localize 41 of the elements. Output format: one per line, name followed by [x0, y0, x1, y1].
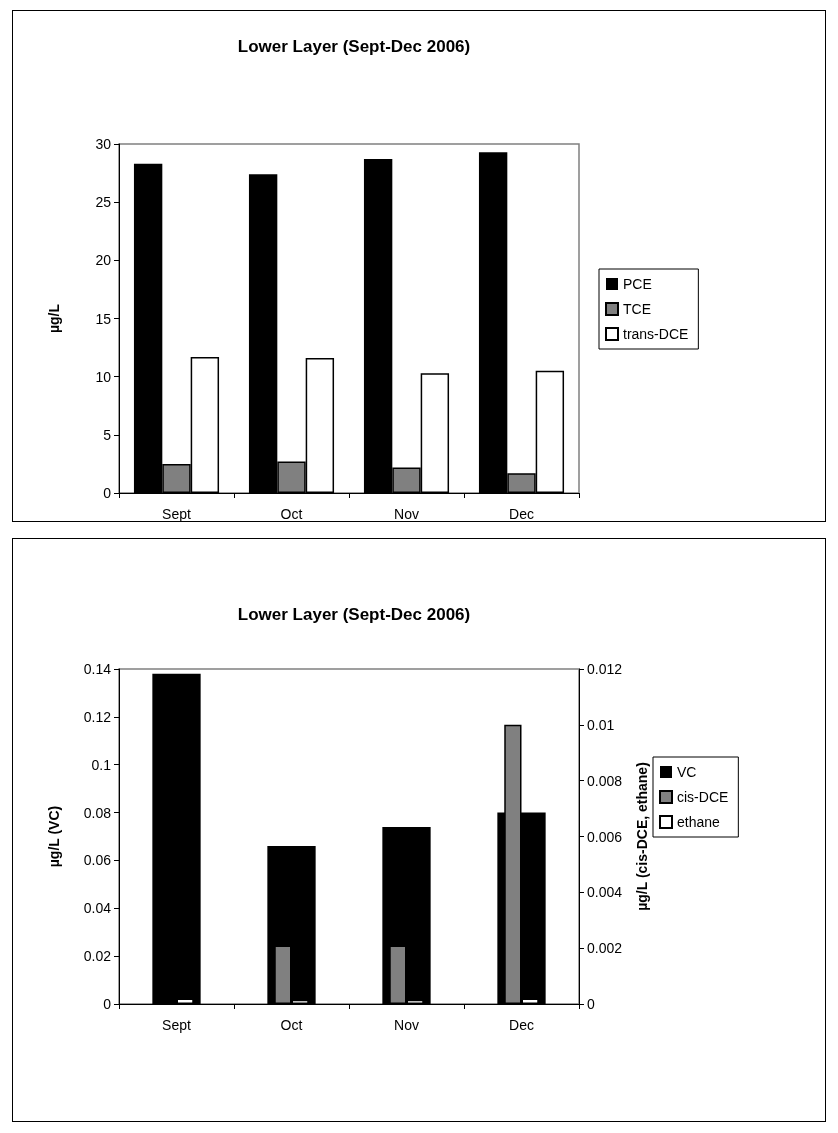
- y-tick-label: 0.14: [83, 661, 112, 677]
- legend-label: PCE: [623, 276, 652, 292]
- y-axis-title: µg/L (VC): [46, 805, 62, 868]
- y-tick-label: 0: [103, 996, 112, 1012]
- y-tick-label: 30: [95, 136, 112, 152]
- y2-tick-label: 0: [587, 996, 595, 1012]
- y-axis-title: µg/L: [46, 303, 62, 334]
- y-tick-label: 0.08: [83, 804, 112, 821]
- y2-tick-label: 0.006: [587, 828, 623, 845]
- y2-tick-label: 0.004: [587, 884, 623, 901]
- y-tick-label: 25: [95, 194, 112, 211]
- y-tick-label: 20: [95, 252, 112, 269]
- legend-label: cis-DCE: [677, 789, 729, 805]
- y2-tick-label: 0.008: [587, 772, 623, 789]
- chart-title: Lower Layer (Sept-Dec 2006): [237, 605, 471, 624]
- y2-axis-title: µg/L (cis-DCE, ethane): [634, 762, 650, 911]
- y2-tick-label: 0.012: [587, 661, 623, 677]
- y2-tick-label: 0.002: [587, 940, 623, 957]
- y-tick-label: 0.02: [83, 948, 112, 965]
- legend-label: ethane: [677, 814, 721, 830]
- x-tick-label: Dec: [509, 506, 534, 522]
- legend-label: trans-DCE: [623, 326, 689, 342]
- x-tick-label: Dec: [509, 1017, 534, 1033]
- y-tick-label: 0: [103, 485, 112, 501]
- chart-title: Lower Layer (Sept-Dec 2006): [237, 37, 471, 56]
- legend-label: TCE: [623, 301, 651, 317]
- x-tick-label: Nov: [394, 506, 419, 522]
- y-tick-label: 5: [103, 426, 112, 443]
- x-tick-label: Oct: [280, 506, 303, 522]
- x-tick-label: Sept: [162, 1017, 191, 1033]
- y-tick-label: 10: [95, 368, 112, 385]
- y-tick-label: 0.12: [83, 708, 112, 725]
- y-tick-label: 0.06: [83, 852, 112, 869]
- x-tick-label: Nov: [394, 1017, 419, 1033]
- y2-tick-label: 0.01: [587, 716, 615, 733]
- y-tick-label: 0.1: [91, 756, 112, 773]
- y-tick-label: 0.04: [83, 900, 112, 917]
- y-tick-label: 15: [95, 310, 112, 327]
- x-tick-label: Oct: [280, 1017, 303, 1033]
- x-tick-label: Sept: [162, 506, 191, 522]
- legend-label: VC: [677, 764, 697, 780]
